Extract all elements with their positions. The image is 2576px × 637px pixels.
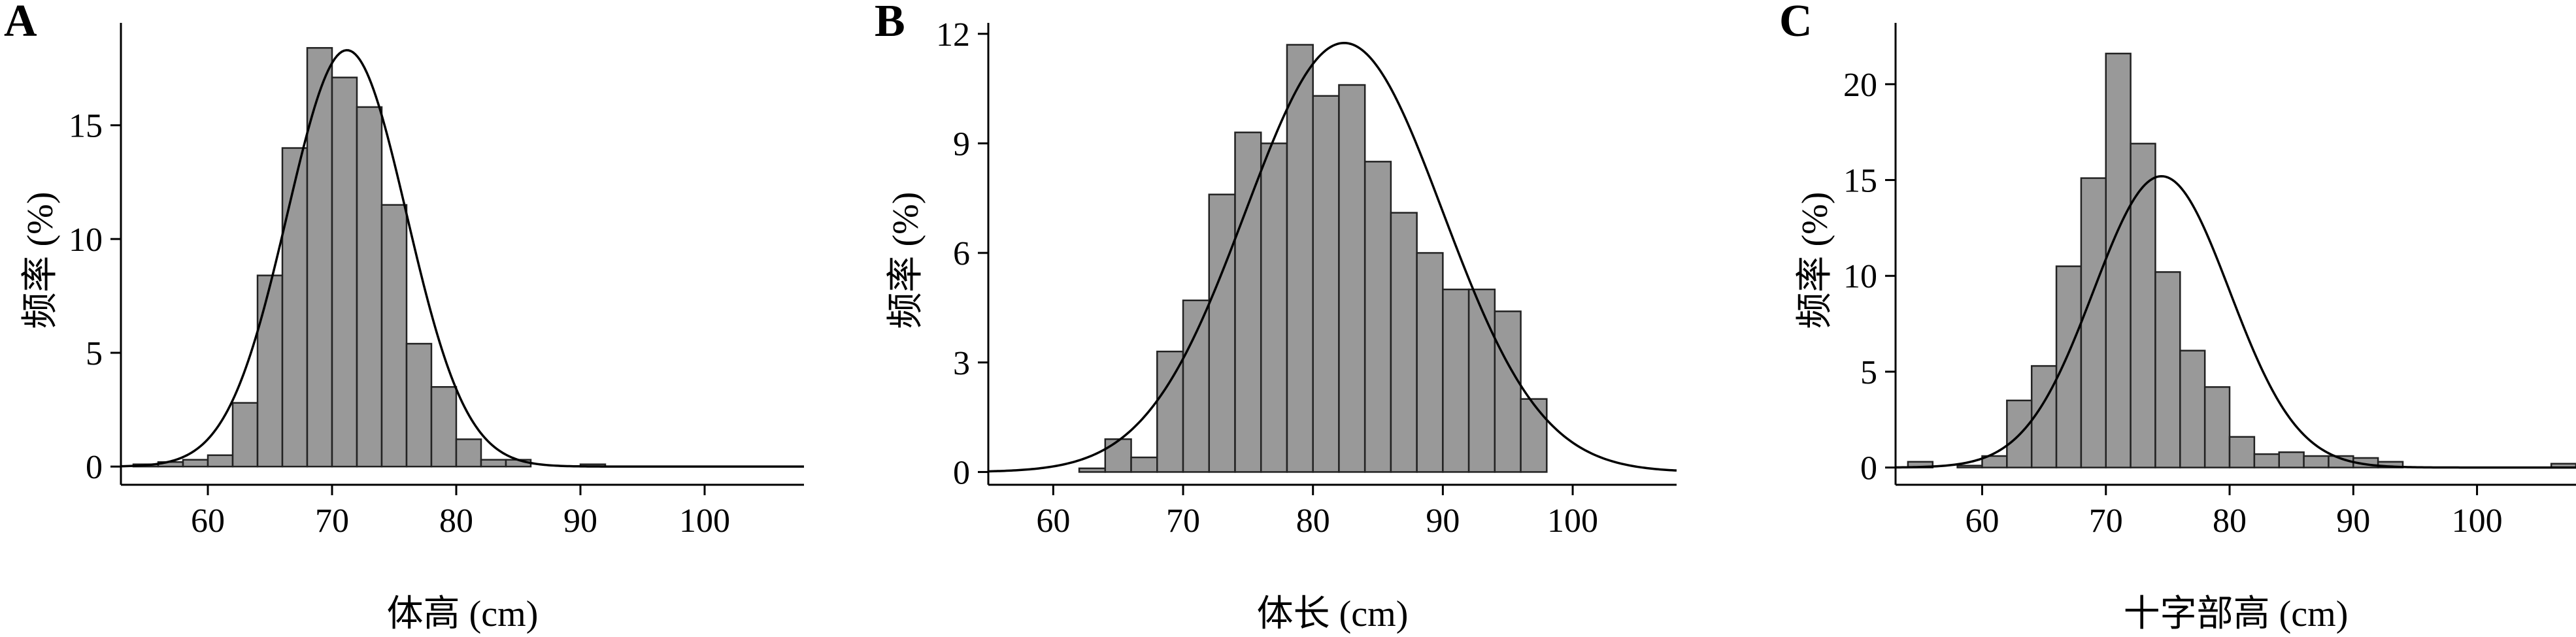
histogram-bar [455, 438, 482, 468]
histogram-bar [331, 76, 358, 468]
normal-fit-curve [1895, 174, 2576, 469]
histogram-bar [1234, 131, 1262, 473]
histogram-bar [430, 385, 458, 468]
histogram-bar [1442, 288, 1470, 473]
histogram-bar [1467, 288, 1496, 473]
histogram-bar [2130, 142, 2156, 468]
histogram-bar [1156, 350, 1184, 473]
histogram-bar [1182, 299, 1211, 473]
histogram-bar [1286, 44, 1314, 473]
histogram-bar [1416, 252, 1444, 473]
normal-fit-curve [988, 41, 1677, 473]
x-tick-label: 70 [2089, 502, 2123, 540]
histogram-bar [1363, 161, 1392, 473]
histogram-bar [281, 147, 309, 468]
histogram-bar [2055, 265, 2083, 468]
x-tick-label: 60 [191, 502, 225, 540]
x-axis-label: 体高 (cm) [387, 594, 539, 634]
x-tick-label: 90 [563, 502, 597, 540]
histogram-bar [2154, 271, 2181, 468]
histogram-bar [2228, 436, 2256, 468]
y-tick-label: 0 [86, 449, 103, 486]
x-tick-label: 80 [439, 502, 473, 540]
y-tick-label: 10 [69, 221, 103, 259]
y-tick-label: 0 [1860, 450, 1877, 487]
x-tick-label: 60 [1036, 502, 1070, 540]
x-tick-label: 70 [315, 502, 349, 540]
y-tick-label: 6 [953, 235, 970, 272]
y-axis-label: 频率 (%) [1795, 192, 1835, 329]
histogram-bar [306, 47, 333, 468]
histogram-bar [1130, 456, 1158, 473]
y-tick-label: 10 [1843, 258, 1877, 295]
histogram-bar [1104, 438, 1132, 473]
histogram-bar [207, 454, 234, 468]
y-tick-label: 5 [1860, 354, 1877, 391]
histogram-bar [380, 204, 408, 468]
histogram-bar [1078, 467, 1107, 473]
y-tick-label: 5 [86, 335, 103, 372]
histogram-bar [2179, 350, 2206, 468]
x-tick-label: 90 [2336, 502, 2370, 540]
panel-b: 60 70 80 90 100 0 3 6 9 12 体长 (cm) 频率 (%) B [875, 0, 1677, 634]
histogram-bar [1494, 310, 1522, 473]
panel-letter: C [1779, 0, 1813, 46]
histogram-bar [480, 459, 507, 468]
y-axis-label: 频率 (%) [20, 192, 61, 329]
panel-letter: A [4, 0, 37, 46]
y-tick-label: 15 [1843, 163, 1877, 200]
y-tick-label: 3 [953, 345, 970, 382]
x-tick-label: 100 [1547, 502, 1598, 540]
histogram-bar [1390, 212, 1418, 473]
histogram-bar [2105, 52, 2132, 468]
x-tick-label: 90 [1426, 502, 1460, 540]
histogram-bar [1956, 465, 1983, 468]
normal-fit-curve [120, 49, 804, 468]
histogram-bar [1520, 398, 1548, 473]
y-tick-label: 12 [936, 16, 970, 54]
histogram-bar [2303, 455, 2330, 468]
histogram-bar [2203, 386, 2231, 468]
x-tick-label: 70 [1166, 502, 1200, 540]
panel-letter: B [875, 0, 905, 46]
histogram-bar [1208, 193, 1236, 473]
panel-c: 60 70 80 90 100 0 5 10 15 20 十字部高 (cm) 频率 (%) C [1779, 0, 2576, 634]
histogram-bar [256, 274, 284, 468]
histogram-bar [1312, 95, 1340, 473]
y-tick-label: 15 [69, 108, 103, 145]
histogram-bar [182, 459, 209, 468]
panel-a: 60 70 80 90 100 0 5 10 15 体高 (cm) 频率 (%) A [4, 0, 804, 634]
histogram-bar [2278, 451, 2305, 468]
histogram-bar [405, 342, 433, 468]
histogram-bar [231, 402, 259, 468]
histogram-bar [2253, 453, 2280, 468]
y-axis-label: 频率 (%) [886, 192, 926, 329]
x-tick-label: 60 [1965, 502, 1999, 540]
x-tick-label: 80 [2213, 502, 2247, 540]
x-tick-label: 100 [2452, 502, 2503, 540]
x-axis-label: 十字部高 (cm) [2124, 594, 2349, 634]
histogram-bar [1338, 84, 1366, 473]
histogram-bar [1260, 142, 1288, 473]
x-axis-label: 体长 (cm) [1257, 594, 1409, 634]
x-tick-label: 100 [679, 502, 730, 540]
y-tick-label: 20 [1843, 67, 1877, 104]
y-tick-label: 0 [953, 454, 970, 491]
x-tick-label: 80 [1296, 502, 1330, 540]
y-tick-label: 9 [953, 125, 970, 163]
histogram-bar [2080, 177, 2107, 468]
histogram-bar [356, 106, 383, 468]
